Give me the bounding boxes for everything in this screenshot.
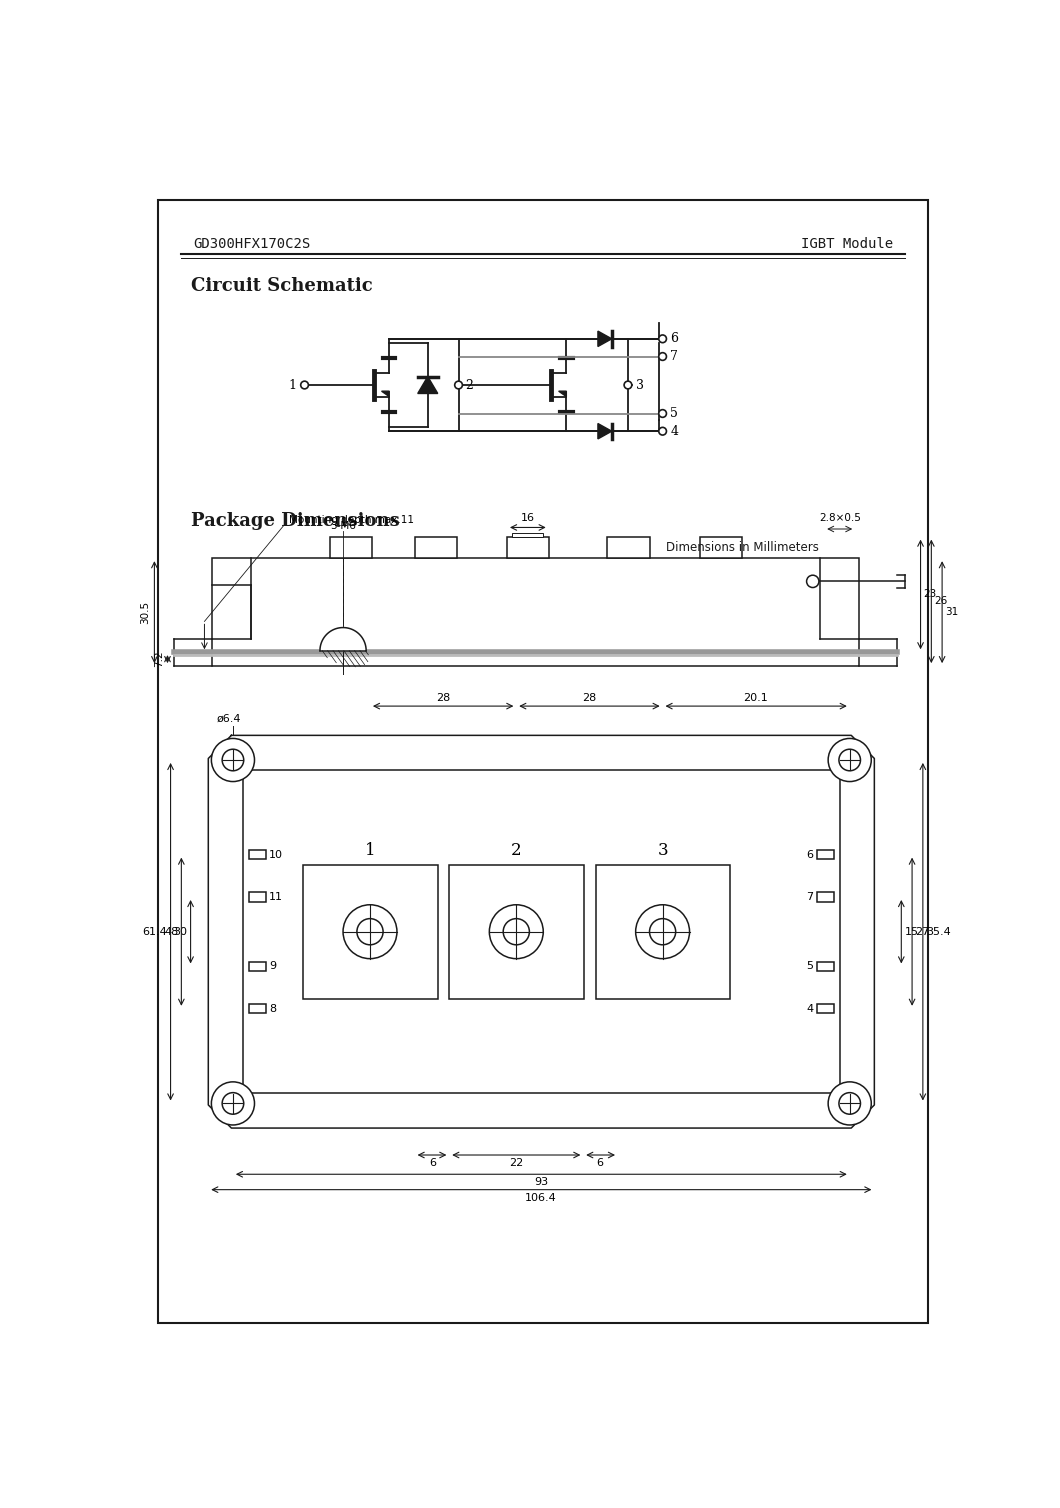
Circle shape	[455, 382, 462, 389]
Circle shape	[828, 1081, 871, 1125]
Circle shape	[504, 918, 529, 946]
Text: 28: 28	[436, 694, 450, 703]
Circle shape	[223, 749, 244, 771]
Text: 6: 6	[670, 332, 678, 345]
Text: IGBT Module: IGBT Module	[801, 237, 894, 252]
Text: 22: 22	[509, 1158, 524, 1169]
Circle shape	[490, 905, 543, 959]
Text: 7: 7	[807, 893, 813, 902]
Circle shape	[838, 1093, 861, 1114]
Text: 3-M6: 3-M6	[330, 522, 356, 531]
Circle shape	[838, 749, 861, 771]
Text: 28: 28	[582, 694, 597, 703]
Circle shape	[658, 353, 667, 360]
Polygon shape	[598, 424, 612, 439]
Text: 7: 7	[670, 350, 678, 363]
Text: 6: 6	[597, 1158, 604, 1169]
Text: Circuit Schematic: Circuit Schematic	[191, 277, 372, 296]
Text: 20.1: 20.1	[743, 694, 768, 703]
Bar	[243, 771, 840, 1093]
Text: 35.4: 35.4	[926, 927, 951, 936]
Text: 5: 5	[670, 407, 678, 421]
Bar	[816, 962, 833, 971]
Text: 3: 3	[636, 379, 643, 392]
Circle shape	[223, 1093, 244, 1114]
Text: 8: 8	[269, 1004, 277, 1013]
Bar	[700, 537, 742, 558]
Text: Mounting depth max.11: Mounting depth max.11	[289, 514, 414, 525]
Text: 6: 6	[807, 849, 813, 860]
Circle shape	[658, 427, 667, 436]
Circle shape	[658, 335, 667, 342]
Text: 48: 48	[164, 927, 178, 936]
Bar	[507, 537, 549, 558]
Bar	[596, 864, 730, 1000]
Polygon shape	[418, 377, 438, 394]
Bar	[512, 532, 543, 537]
Circle shape	[301, 382, 308, 389]
Bar	[449, 864, 584, 1000]
Text: 31: 31	[946, 608, 958, 617]
Bar	[249, 851, 266, 860]
Text: 61.4: 61.4	[143, 927, 167, 936]
Text: 2: 2	[464, 379, 473, 392]
Bar	[249, 962, 266, 971]
Polygon shape	[320, 627, 366, 650]
Circle shape	[658, 410, 667, 418]
Text: 16: 16	[520, 513, 535, 523]
Bar	[816, 1004, 833, 1013]
Text: 15: 15	[904, 927, 918, 936]
Text: Dimensions in Millimeters: Dimensions in Millimeters	[667, 541, 819, 555]
Text: 3: 3	[657, 841, 668, 858]
Circle shape	[807, 575, 819, 588]
Polygon shape	[598, 332, 612, 347]
Text: 10: 10	[269, 849, 283, 860]
Circle shape	[343, 905, 396, 959]
Text: Package Dimensions: Package Dimensions	[191, 513, 400, 529]
Bar	[607, 537, 650, 558]
Circle shape	[650, 918, 675, 946]
Polygon shape	[559, 391, 566, 397]
Bar	[249, 1004, 266, 1013]
Text: 9: 9	[269, 962, 277, 971]
Text: 7.2: 7.2	[155, 651, 164, 668]
Text: 26: 26	[935, 596, 948, 606]
Circle shape	[636, 905, 690, 959]
Text: 93: 93	[534, 1178, 548, 1187]
Text: 30.5: 30.5	[141, 600, 151, 624]
Text: 2: 2	[511, 841, 522, 858]
Circle shape	[211, 739, 254, 781]
Polygon shape	[382, 391, 389, 397]
Bar	[303, 864, 438, 1000]
Text: 30: 30	[174, 927, 188, 936]
Bar	[249, 893, 266, 902]
Circle shape	[624, 382, 632, 389]
Text: GD300HFX170C2S: GD300HFX170C2S	[193, 237, 311, 252]
Bar	[212, 558, 859, 667]
Text: 2.8×0.5: 2.8×0.5	[818, 513, 861, 523]
Text: 23: 23	[923, 590, 936, 600]
Circle shape	[211, 1081, 254, 1125]
Bar	[330, 537, 372, 558]
Polygon shape	[209, 736, 874, 1128]
Bar	[816, 893, 833, 902]
Text: 27: 27	[915, 927, 930, 936]
Circle shape	[357, 918, 383, 946]
Text: 11: 11	[269, 893, 283, 902]
Bar	[816, 851, 833, 860]
Text: 4: 4	[670, 425, 678, 437]
Circle shape	[828, 739, 871, 781]
Text: 4: 4	[807, 1004, 813, 1013]
Bar	[414, 537, 457, 558]
Text: 1: 1	[365, 841, 375, 858]
Text: 6: 6	[429, 1158, 436, 1169]
Text: 1: 1	[288, 379, 297, 392]
Text: 106.4: 106.4	[525, 1193, 557, 1203]
Text: 5: 5	[807, 962, 813, 971]
Text: ø6.4: ø6.4	[217, 713, 242, 724]
